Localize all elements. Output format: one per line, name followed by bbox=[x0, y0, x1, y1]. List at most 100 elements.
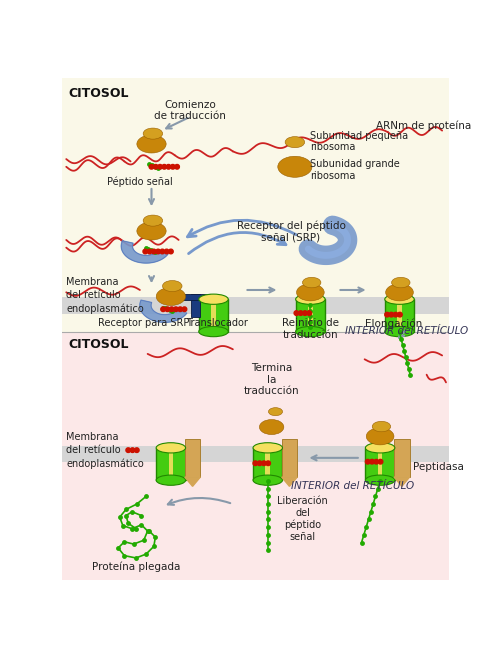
Ellipse shape bbox=[253, 443, 282, 453]
Circle shape bbox=[178, 307, 183, 312]
FancyBboxPatch shape bbox=[378, 448, 382, 480]
Circle shape bbox=[161, 307, 166, 312]
Ellipse shape bbox=[253, 475, 282, 485]
Circle shape bbox=[158, 164, 162, 169]
Circle shape bbox=[143, 249, 148, 254]
FancyBboxPatch shape bbox=[295, 299, 325, 332]
Text: Proteína plegada: Proteína plegada bbox=[92, 562, 180, 572]
Text: Péptido señal: Péptido señal bbox=[107, 177, 173, 187]
FancyBboxPatch shape bbox=[308, 299, 313, 332]
Text: Receptor para SRP: Receptor para SRP bbox=[98, 318, 190, 329]
Circle shape bbox=[261, 461, 266, 466]
FancyBboxPatch shape bbox=[365, 448, 395, 480]
Ellipse shape bbox=[386, 284, 413, 301]
Ellipse shape bbox=[278, 156, 312, 177]
Text: ARNm de proteína: ARNm de proteína bbox=[376, 121, 472, 131]
Ellipse shape bbox=[392, 277, 410, 288]
Ellipse shape bbox=[385, 294, 414, 304]
Text: Liberación
del
péptido
señal: Liberación del péptido señal bbox=[277, 496, 328, 542]
Text: Elongación: Elongación bbox=[365, 318, 422, 329]
Ellipse shape bbox=[199, 294, 228, 304]
Ellipse shape bbox=[295, 327, 325, 336]
Text: Termina
la
traducción: Termina la traducción bbox=[244, 363, 299, 396]
Text: CITOSOL: CITOSOL bbox=[68, 338, 129, 351]
Ellipse shape bbox=[259, 419, 284, 434]
Circle shape bbox=[171, 164, 175, 169]
Polygon shape bbox=[394, 477, 410, 486]
Circle shape bbox=[307, 311, 311, 316]
Text: Reinicio de
traducción: Reinicio de traducción bbox=[282, 318, 339, 340]
Polygon shape bbox=[121, 241, 168, 263]
Text: Subunidad grande
ribosoma: Subunidad grande ribosoma bbox=[310, 159, 400, 181]
FancyBboxPatch shape bbox=[62, 333, 449, 580]
Text: CITOSOL: CITOSOL bbox=[68, 87, 129, 100]
Circle shape bbox=[156, 249, 160, 254]
Circle shape bbox=[165, 307, 170, 312]
Polygon shape bbox=[185, 477, 200, 486]
Circle shape bbox=[398, 312, 402, 317]
Ellipse shape bbox=[163, 280, 182, 291]
Ellipse shape bbox=[372, 421, 391, 432]
Circle shape bbox=[374, 460, 379, 464]
Circle shape bbox=[164, 249, 169, 254]
Circle shape bbox=[266, 461, 270, 466]
Circle shape bbox=[175, 164, 180, 169]
Circle shape bbox=[257, 461, 262, 466]
Ellipse shape bbox=[156, 475, 186, 485]
Ellipse shape bbox=[295, 294, 325, 304]
Text: INTERIOR del RETÍCULO: INTERIOR del RETÍCULO bbox=[291, 481, 414, 491]
Ellipse shape bbox=[285, 137, 305, 148]
Ellipse shape bbox=[199, 327, 228, 336]
Ellipse shape bbox=[143, 128, 163, 139]
Circle shape bbox=[182, 307, 187, 312]
Text: INTERIOR del RETÍCULO: INTERIOR del RETÍCULO bbox=[345, 326, 469, 336]
Circle shape bbox=[389, 312, 394, 317]
Circle shape bbox=[134, 448, 139, 452]
Circle shape bbox=[378, 460, 383, 464]
Circle shape bbox=[152, 249, 156, 254]
Ellipse shape bbox=[137, 222, 166, 240]
Circle shape bbox=[174, 307, 178, 312]
FancyBboxPatch shape bbox=[182, 294, 210, 300]
Ellipse shape bbox=[137, 135, 166, 153]
Circle shape bbox=[298, 311, 303, 316]
Ellipse shape bbox=[385, 327, 414, 336]
Text: Peptidasa: Peptidasa bbox=[413, 462, 464, 471]
FancyBboxPatch shape bbox=[253, 448, 282, 480]
Text: Membrana
del retículo
endoplasmático: Membrana del retículo endoplasmático bbox=[66, 432, 144, 469]
Polygon shape bbox=[282, 477, 297, 486]
Circle shape bbox=[162, 164, 167, 169]
Circle shape bbox=[294, 311, 299, 316]
Circle shape bbox=[130, 448, 135, 452]
Circle shape bbox=[385, 312, 389, 317]
Ellipse shape bbox=[365, 443, 395, 453]
Circle shape bbox=[147, 249, 152, 254]
Circle shape bbox=[370, 460, 374, 464]
FancyBboxPatch shape bbox=[62, 445, 449, 462]
Ellipse shape bbox=[156, 443, 186, 453]
FancyBboxPatch shape bbox=[185, 439, 200, 477]
FancyBboxPatch shape bbox=[191, 294, 200, 317]
Text: Translocador: Translocador bbox=[187, 318, 249, 329]
FancyBboxPatch shape bbox=[169, 448, 173, 480]
FancyBboxPatch shape bbox=[199, 299, 228, 332]
FancyBboxPatch shape bbox=[397, 299, 402, 332]
Circle shape bbox=[253, 461, 257, 466]
FancyBboxPatch shape bbox=[62, 78, 449, 333]
Text: Receptor del péptido
señal (SRP): Receptor del péptido señal (SRP) bbox=[237, 220, 345, 243]
FancyBboxPatch shape bbox=[211, 299, 216, 332]
Circle shape bbox=[166, 164, 171, 169]
Ellipse shape bbox=[366, 428, 394, 445]
Ellipse shape bbox=[156, 288, 186, 306]
FancyBboxPatch shape bbox=[282, 439, 297, 477]
Circle shape bbox=[302, 311, 307, 316]
Polygon shape bbox=[140, 300, 187, 322]
Circle shape bbox=[393, 312, 398, 317]
Text: Comienzo
de traducción: Comienzo de traducción bbox=[154, 100, 226, 121]
Circle shape bbox=[153, 164, 158, 169]
Circle shape bbox=[160, 249, 165, 254]
Ellipse shape bbox=[302, 277, 321, 288]
Circle shape bbox=[126, 448, 131, 452]
FancyBboxPatch shape bbox=[265, 448, 270, 480]
Ellipse shape bbox=[365, 475, 395, 485]
